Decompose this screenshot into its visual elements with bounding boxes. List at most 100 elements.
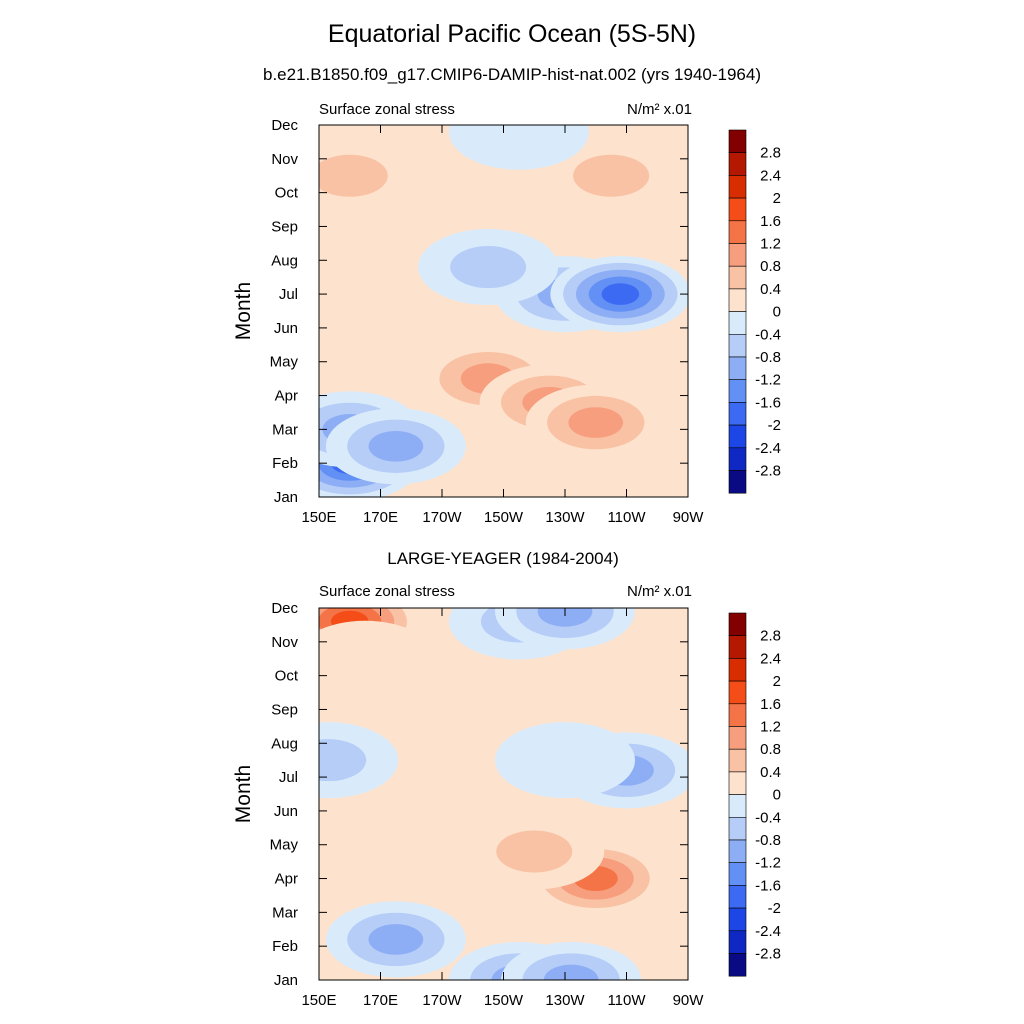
page-subtitle: b.e21.B1850.f09_g17.CMIP6-DAMIP-hist-nat… — [263, 65, 761, 84]
colorbar-cell — [728, 794, 747, 818]
y-tick-label: Dec — [271, 117, 298, 134]
colorbar-label: -2.4 — [755, 923, 781, 940]
colorbar-label: -1.2 — [755, 372, 781, 389]
colorbar-label: 0 — [773, 304, 781, 321]
colorbar-cell — [728, 771, 747, 795]
y-tick-label: May — [270, 354, 299, 371]
colorbar-label: 0.4 — [760, 281, 781, 298]
colorbar-cell — [728, 726, 747, 750]
colorbar-label: 2.8 — [760, 628, 781, 645]
colorbar-label: -1.6 — [755, 877, 781, 894]
contour-level-8-5 — [601, 283, 640, 305]
colorbar-label: -2 — [768, 900, 781, 917]
colorbar-cell — [728, 907, 747, 932]
colorbar-cell — [728, 311, 747, 335]
y-tick-label: Apr — [275, 388, 298, 405]
y-tick-label: Aug — [271, 252, 298, 269]
colorbar-label: 2 — [773, 673, 781, 690]
colorbar-cell — [728, 265, 747, 290]
y-tick-label: Oct — [275, 185, 299, 202]
x-tick-label: 170W — [422, 509, 462, 526]
x-tick-label: 150E — [301, 509, 336, 526]
colorbar-cell — [728, 885, 747, 909]
colorbar-cell — [728, 447, 747, 471]
contour-level-10-2 — [496, 830, 573, 873]
page-title: Equatorial Pacific Ocean (5S-5N) — [327, 20, 697, 48]
y-tick-label: Sep — [271, 701, 298, 718]
contour-level-11-3 — [368, 924, 424, 955]
colorbar-cell — [728, 197, 747, 222]
colorbar-label: -2.8 — [755, 463, 781, 480]
panel-1-y-axis: Jan Feb Mar Apr May Jun Jul Aug Sep Oct Nov Dec — [270, 117, 688, 506]
colorbar-label: 0.8 — [760, 258, 781, 275]
contour-level-10-2 — [319, 154, 388, 197]
colorbar-label: -0.4 — [755, 809, 781, 826]
panel-2-ylabel: Month — [232, 765, 255, 823]
colorbar-label: -1.6 — [755, 394, 781, 411]
colorbar-cell — [728, 333, 747, 358]
colorbar-cell — [728, 703, 747, 727]
x-tick-label: 150W — [484, 992, 524, 1009]
x-tick-label: 110W — [607, 509, 646, 526]
contour-level-8-1 — [495, 722, 635, 799]
colorbar-cell — [728, 129, 747, 154]
colorbar-label: 1.6 — [760, 696, 781, 713]
y-tick-label: Feb — [272, 455, 298, 472]
x-tick-label: 170E — [363, 992, 398, 1009]
y-tick-label: Oct — [275, 668, 299, 685]
contour-level-11-2 — [573, 154, 650, 197]
panel-2-x-axis: 150E 170E 170W 150W 130W 110W 90W — [301, 608, 704, 1009]
y-tick-label: Nov — [271, 151, 298, 168]
colorbar-cell — [728, 175, 747, 199]
y-tick-label: Mar — [272, 904, 298, 921]
contour-level-3-3 — [368, 430, 424, 462]
panel-1-x-axis: 150E 170E 170W 150W 130W 110W 90W — [301, 125, 704, 526]
colorbar-label: -2.8 — [755, 946, 781, 963]
panel-1-colorbar: 2.8 2.4 2 1.6 1.2 0.8 0.4 0 -0.4 -0.8 -1.2 -1.6 -2 -2… — [728, 129, 781, 494]
contour-level-12-1 — [448, 125, 589, 170]
x-tick-label: 150W — [484, 509, 524, 526]
colorbar-label: 1.2 — [760, 236, 781, 253]
colorbar-label: -2.4 — [755, 440, 781, 457]
panel-1-units-label: N/m² x.01 — [627, 101, 692, 118]
y-tick-label: Dec — [271, 600, 298, 617]
colorbar-label: 2.4 — [760, 650, 781, 667]
y-tick-label: May — [270, 837, 299, 854]
panel-2-contour-field — [319, 608, 688, 980]
colorbar-label: 0 — [773, 787, 781, 804]
x-tick-label: 170W — [422, 992, 462, 1009]
colorbar-label: 0.4 — [760, 764, 781, 781]
colorbar-cell — [728, 612, 747, 637]
contour-level-6-3 — [568, 407, 624, 438]
contour-level-6-2 — [319, 739, 367, 782]
y-tick-label: Jan — [274, 972, 298, 989]
x-tick-label: 110W — [607, 992, 646, 1009]
colorbar-label: 1.6 — [760, 213, 781, 230]
colorbar-cell — [728, 862, 747, 886]
contour-level-13-3 — [543, 964, 599, 980]
panel-1: Surface zonal stress N/m² x.01 150E 170E 1… — [232, 101, 781, 526]
y-tick-label: Mar — [272, 421, 298, 438]
colorbar-cell — [728, 658, 747, 682]
panel-2: LARGE-YEAGER (1984-2004) Surface zonal s… — [232, 549, 781, 1009]
y-tick-label: Jan — [274, 489, 298, 506]
panel-1-left-label: Surface zonal stress — [319, 101, 455, 118]
contour-level-9-2 — [450, 246, 527, 289]
x-tick-label: 170E — [363, 509, 398, 526]
colorbar-label: -2 — [768, 417, 781, 434]
colorbar-label: 2.4 — [760, 167, 781, 184]
panel-2-units-label: N/m² x.01 — [627, 583, 692, 600]
colorbar-cell — [728, 748, 747, 773]
colorbar-cell — [728, 356, 747, 381]
panel-2-title: LARGE-YEAGER (1984-2004) — [387, 549, 619, 568]
contour-level-4-3 — [537, 608, 593, 627]
colorbar-cell — [728, 470, 747, 494]
panel-2-left-label: Surface zonal stress — [319, 583, 455, 600]
colorbar-cell — [728, 953, 747, 977]
colorbar-cell — [728, 635, 747, 659]
panel-2-colorbar: 2.8 2.4 2 1.6 1.2 0.8 0.4 0 -0.4 -0.8 -1.2 -1.6 -2 -2… — [728, 612, 781, 977]
colorbar-cell — [728, 930, 747, 954]
colorbar-cell — [728, 379, 747, 403]
x-tick-label: 90W — [673, 509, 705, 526]
colorbar-label: 2.8 — [760, 145, 781, 162]
